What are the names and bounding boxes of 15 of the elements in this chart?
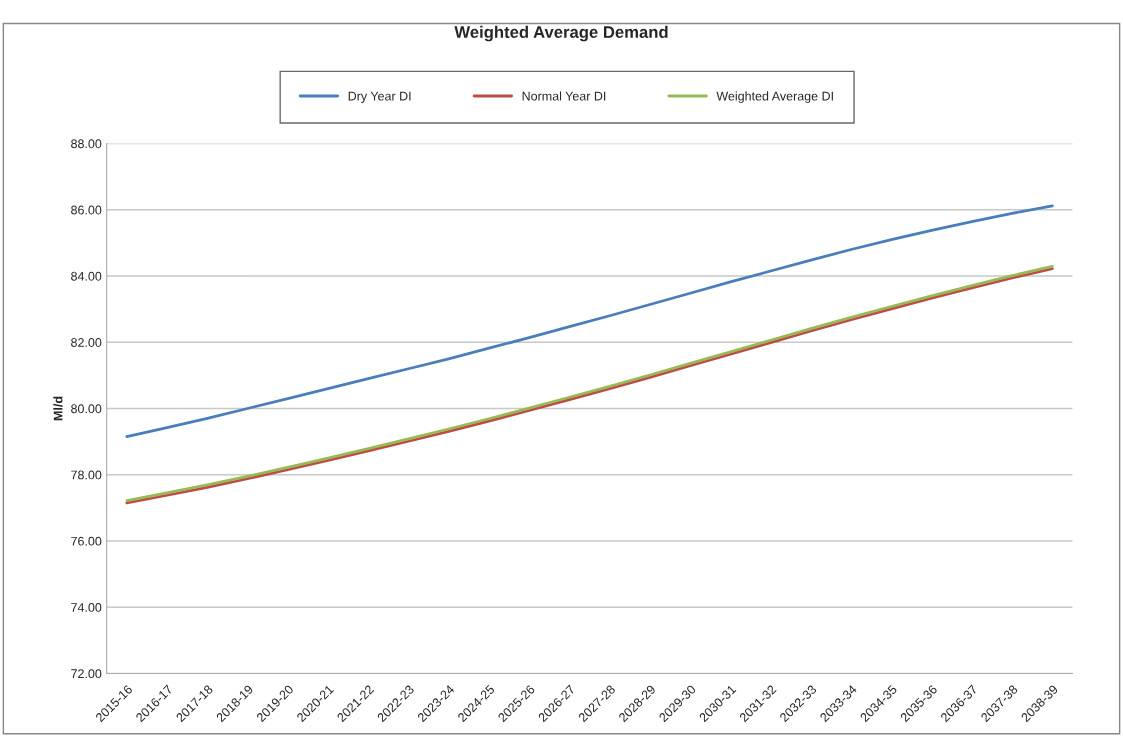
y-tick-label: 74.00 [71, 603, 102, 612]
y-axis-title: Ml/d [53, 396, 63, 421]
y-tick-label: 82.00 [71, 338, 102, 347]
y-tick-label: 76.00 [71, 536, 102, 546]
y-tick-label: 78.00 [71, 470, 102, 480]
line-series [125, 204, 1054, 439]
legend-label: Dry Year DI [348, 91, 411, 103]
legend-label: Normal Year DI [522, 91, 606, 101]
chart-title: Weighted Average Demand [454, 25, 668, 42]
legend-label: Weighted Average DI [716, 91, 833, 103]
y-tick-label: 80.00 [71, 404, 102, 414]
y-tick-label: 84.00 [71, 271, 102, 281]
y-tick-label: 88.00 [71, 139, 102, 149]
y-tick-label: 86.00 [71, 205, 102, 215]
y-tick-label: 72.00 [71, 669, 102, 679]
